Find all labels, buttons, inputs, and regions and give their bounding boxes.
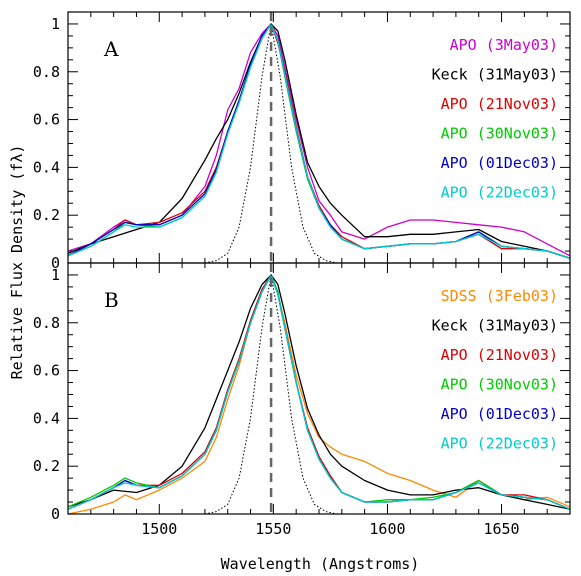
legend-entry: SDSS (3Feb03) xyxy=(441,287,558,305)
legend-entry: APO (30Nov03) xyxy=(441,376,558,394)
series-line xyxy=(67,274,571,510)
y-tick-label: 0.2 xyxy=(33,457,60,475)
y-tick-label: 0.4 xyxy=(33,409,60,427)
y-tick-label: 0 xyxy=(51,254,60,272)
panel-a: 0 0.2 0.4 0.6 0.8 1 A APO (3May03) Keck (31May03… xyxy=(33,11,571,272)
series-line xyxy=(67,274,571,510)
legend-entry: APO (22Dec03) xyxy=(441,184,558,202)
y-tick-label: 1 xyxy=(51,266,60,284)
x-axis-title: Wavelength (Angstroms) xyxy=(221,555,420,573)
y-tick-label: 0.8 xyxy=(33,314,60,332)
legend-entry: APO (21Nov03) xyxy=(441,346,558,364)
y-tick-label: 1 xyxy=(51,15,60,33)
legend-entry: APO (01Dec03) xyxy=(441,405,558,423)
plot-frame xyxy=(67,262,571,515)
gaussian-profile-line xyxy=(204,23,338,264)
y-tick-label: 0.6 xyxy=(33,362,60,380)
y-tick-label: 0.6 xyxy=(33,111,60,129)
y-tick-label: 0 xyxy=(51,505,60,523)
x-tick-label: 1650 xyxy=(483,520,519,538)
panel-label: B xyxy=(104,288,119,312)
legend-entry: APO (22Dec03) xyxy=(441,435,558,453)
x-tick-label: 1550 xyxy=(255,520,291,538)
legend-entry: APO (01Dec03) xyxy=(441,154,558,172)
legend-entry: APO (3May03) xyxy=(450,36,558,54)
panel-b: 0 0.2 0.4 0.6 0.8 1 1500 1550 1600 1650 B SDSS (3Fe… xyxy=(33,262,571,538)
series-line xyxy=(67,23,571,259)
panels: 0 0.2 0.4 0.6 0.8 1 A APO (3May03) Keck (31May03… xyxy=(33,11,571,538)
y-axis-title: Relative Flux Density (fλ) xyxy=(8,145,26,380)
y-tick-label: 0.4 xyxy=(33,158,60,176)
y-tick-label: 0.2 xyxy=(33,206,60,224)
panel-label: A xyxy=(103,37,119,61)
legend-entry: APO (21Nov03) xyxy=(441,95,558,113)
series-line xyxy=(67,23,571,259)
legend-entry: Keck (31May03) xyxy=(432,66,558,84)
y-tick-label: 0.8 xyxy=(33,63,60,81)
legend-entry: APO (30Nov03) xyxy=(441,125,558,143)
series-line xyxy=(67,274,571,515)
x-tick-label: 1500 xyxy=(141,520,177,538)
gaussian-profile-line xyxy=(204,274,338,515)
x-tick-label: 1600 xyxy=(369,520,405,538)
legend-entry: Keck (31May03) xyxy=(432,317,558,335)
